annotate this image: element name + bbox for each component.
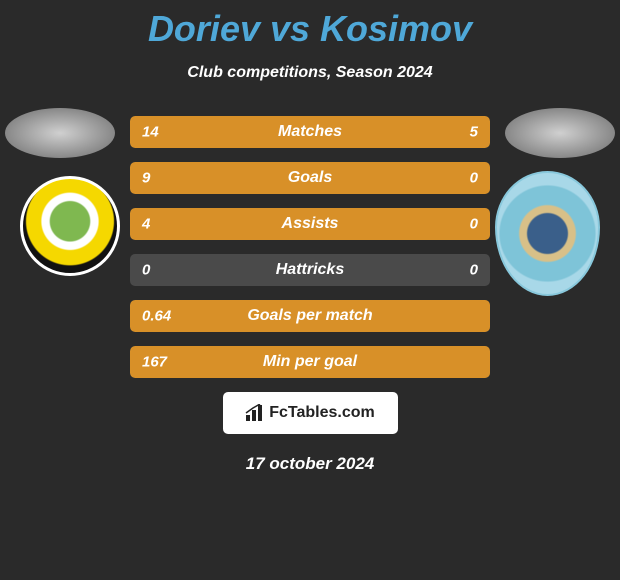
stat-row: 40Assists [130,208,490,240]
stat-label: Assists [130,215,490,233]
page-title: Doriev vs Kosimov [0,0,620,50]
stats-list: 145Matches 90Goals 40Assists 00Hattricks 0.6… [130,116,490,378]
subtitle: Club competitions, Season 2024 [0,64,620,82]
stat-label: Goals [130,169,490,187]
stat-row: 167Min per goal [130,346,490,378]
stat-label: Goals per match [130,307,490,325]
stat-label: Min per goal [130,353,490,371]
player-silhouette-left [5,108,115,158]
comparison-panel: 145Matches 90Goals 40Assists 00Hattricks 0.6… [0,116,620,474]
chart-icon [245,404,265,422]
stat-label: Matches [130,123,490,141]
stat-row: 145Matches [130,116,490,148]
date-label: 17 october 2024 [0,454,620,474]
team-badge-right [495,171,600,296]
source-logo: FcTables.com [223,392,398,434]
stat-row: 90Goals [130,162,490,194]
team-badge-left [20,176,120,276]
stat-row: 0.64Goals per match [130,300,490,332]
player-silhouette-right [505,108,615,158]
source-logo-text: FcTables.com [269,404,375,422]
stat-label: Hattricks [130,261,490,279]
stat-row: 00Hattricks [130,254,490,286]
